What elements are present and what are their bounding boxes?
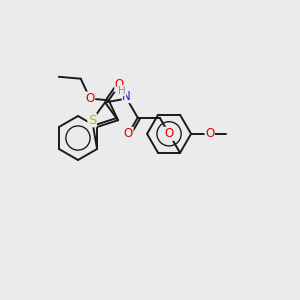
Text: O: O xyxy=(124,127,133,140)
Text: O: O xyxy=(85,92,95,105)
Text: H: H xyxy=(118,85,126,96)
Text: S: S xyxy=(88,114,96,127)
Text: N: N xyxy=(122,90,131,103)
Text: O: O xyxy=(164,127,174,140)
Text: O: O xyxy=(205,127,214,140)
Text: O: O xyxy=(115,78,124,92)
